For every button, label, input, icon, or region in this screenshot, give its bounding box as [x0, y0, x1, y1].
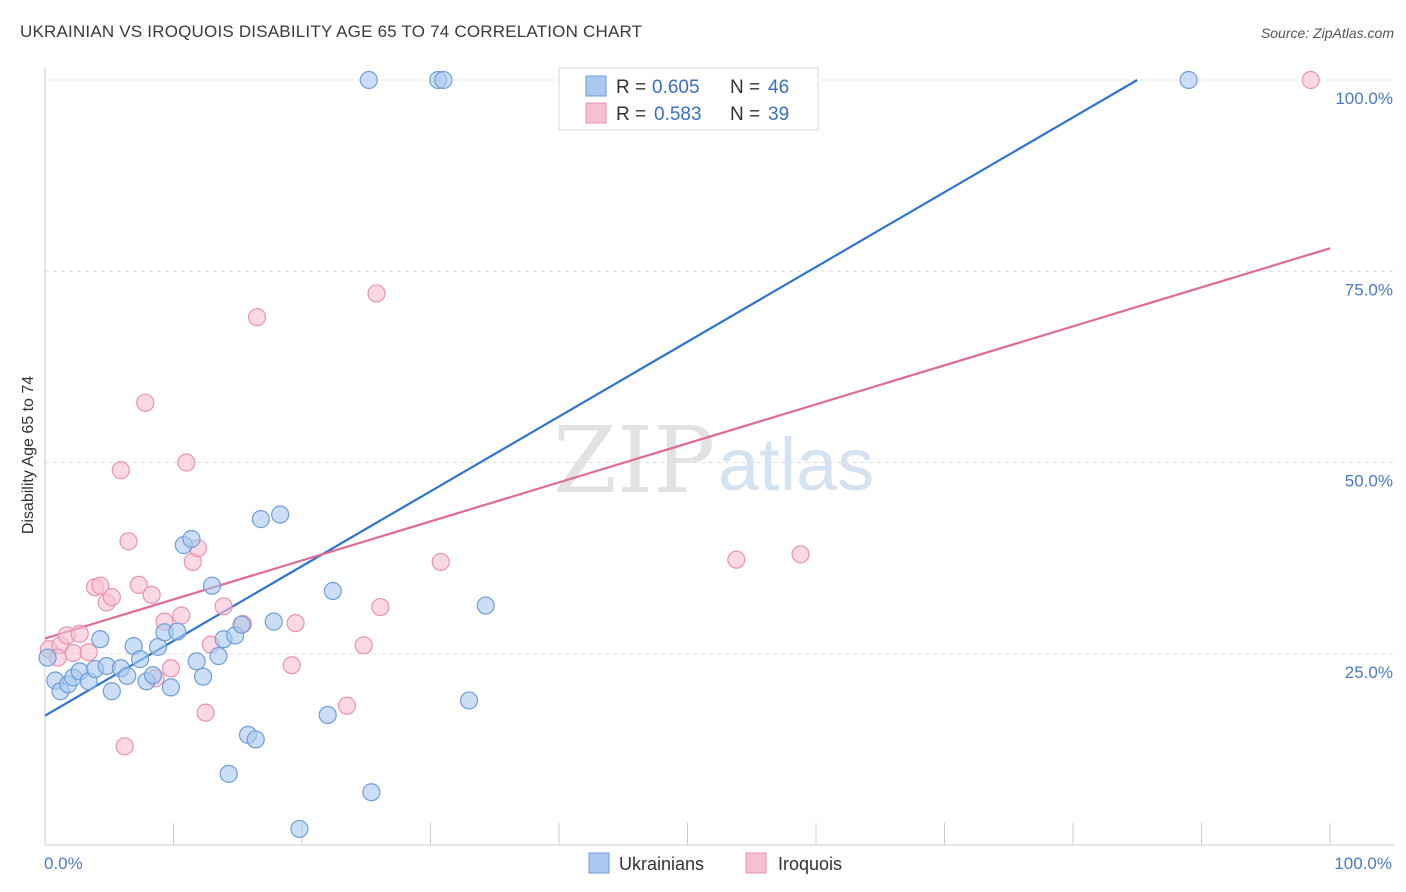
iroquois-point [371, 597, 390, 617]
iroquois-point [431, 552, 450, 572]
chart-title: UKRAINIAN VS IROQUOIS DISABILITY AGE 65 … [20, 22, 643, 41]
source-credit: Source: ZipAtlas.com [1260, 25, 1394, 41]
correlation-legend: R = 0.605 N = 46 R = 0.583 N = 39 [558, 67, 819, 131]
iroquois-point [161, 659, 181, 678]
iroquois-point [64, 643, 83, 663]
ukrainians-point [251, 510, 270, 529]
series-label-ukrainians: Ukrainians [619, 854, 704, 874]
ukrainians-point [246, 730, 265, 749]
ukrainians-point [118, 666, 137, 686]
ukrainians-point [182, 529, 201, 549]
y-tick-label: 50.0% [1345, 472, 1393, 491]
legend-n-label: N = [730, 77, 760, 98]
ukrainians-point [168, 622, 187, 641]
x-tick-label: 0.0% [44, 854, 83, 873]
iroquois-point [129, 575, 148, 595]
iroquois-point [286, 614, 305, 633]
ukrainians-point [91, 630, 110, 649]
legend-n-value: 46 [768, 77, 789, 98]
ukrainians-point [318, 705, 337, 725]
ukrainians-point [459, 691, 479, 710]
ukrainians-point [362, 783, 381, 802]
watermark-atlas: atlas [718, 423, 874, 506]
ukrainians-point [290, 819, 309, 839]
ukrainians-point [434, 70, 453, 90]
ukrainians-trend-line [44, 79, 1138, 717]
iroquois-point [177, 453, 196, 472]
iroquois-trend-line [44, 247, 1331, 640]
ukrainians-point [232, 615, 251, 634]
ukrainians-point [264, 612, 283, 631]
iroquois-point [367, 284, 386, 303]
iroquois-point [247, 308, 267, 327]
ukrainians-point [130, 650, 150, 669]
legend-swatch-iroquois [585, 102, 607, 124]
legend-r-value: 0.583 [654, 104, 702, 125]
y-tick-labels: 25.0% 50.0% 75.0% 100.0% [1335, 89, 1393, 682]
ukrainians-point [209, 646, 228, 666]
axes [44, 68, 1395, 846]
iroquois-point [1301, 70, 1320, 90]
legend-r-label: R = [616, 104, 646, 125]
ukrainians-point [202, 576, 222, 595]
ukrainians-point [323, 581, 342, 601]
y-tick-label: 100.0% [1335, 89, 1393, 108]
ukrainians-point [143, 666, 163, 685]
series-label-iroquois: Iroquois [778, 854, 842, 874]
legend-r-value: 0.605 [652, 77, 700, 98]
legend-swatch-ukrainians [585, 75, 607, 97]
iroquois-point [214, 597, 233, 616]
ukrainians-point [193, 667, 213, 686]
iroquois-point [102, 588, 121, 607]
x-tick-label: 100.0% [1334, 854, 1392, 873]
ukrainians-point [476, 596, 495, 615]
iroquois-point [791, 545, 810, 564]
series-legend: Ukrainians Iroquois [588, 852, 842, 874]
ukrainians-point [1179, 70, 1198, 90]
iroquois-point [354, 636, 373, 655]
ukrainians-point [271, 505, 290, 524]
series-swatch-ukrainians [588, 852, 610, 874]
ukrainians-point [102, 682, 121, 701]
iroquois-point [111, 461, 130, 480]
iroquois-point [142, 585, 161, 604]
iroquois-point [196, 703, 215, 722]
iroquois-point [115, 737, 134, 756]
iroquois-point [70, 624, 89, 643]
watermark: ZIP atlas [553, 407, 874, 514]
iroquois-point [337, 696, 357, 715]
legend-n-label: N = [730, 104, 760, 125]
iroquois-point [91, 576, 110, 595]
y-axis-label: Disability Age 65 to 74 [20, 376, 37, 534]
grid-lines [45, 79, 1395, 655]
iroquois-point [727, 550, 746, 569]
ukrainians-point [38, 648, 57, 667]
iroquois-point [119, 532, 138, 551]
legend-r-label: R = [616, 77, 646, 98]
iroquois-point [282, 656, 301, 675]
ukrainians-point [219, 764, 238, 783]
data-points [38, 70, 1320, 839]
ukrainians-point [161, 678, 181, 697]
x-tick-labels: 0.0% 100.0% [44, 854, 1392, 873]
ukrainians-point [359, 70, 378, 90]
y-tick-label: 75.0% [1345, 280, 1393, 299]
y-tick-label: 25.0% [1345, 663, 1393, 682]
ukrainians-point [187, 652, 206, 671]
iroquois-point [136, 393, 155, 412]
iroquois-point [172, 606, 191, 625]
series-swatch-iroquois [745, 852, 767, 874]
legend-n-value: 39 [768, 104, 789, 125]
iroquois-point [79, 643, 98, 662]
